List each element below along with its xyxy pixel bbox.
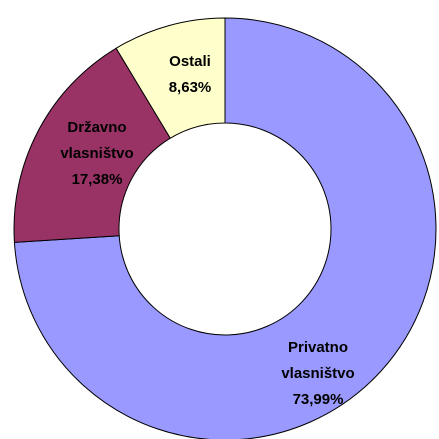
slice-label: Privatno vlasništvo 73,99% [281, 339, 354, 408]
donut-slice [13, 17, 437, 439]
slice-label: Ostali 8,63% [169, 53, 212, 96]
slice-label: Državno vlasništvo 17,38% [60, 119, 133, 188]
category-label: Ostali [169, 53, 211, 70]
value-label: 17,38% [72, 171, 123, 188]
donut-slice [13, 47, 171, 243]
category-label: Državno vlasništvo [60, 119, 133, 162]
value-label: 8,63% [169, 79, 212, 96]
category-label: Privatno vlasništvo [281, 339, 354, 382]
value-label: 73,99% [293, 391, 344, 408]
donut-slice [115, 17, 226, 139]
